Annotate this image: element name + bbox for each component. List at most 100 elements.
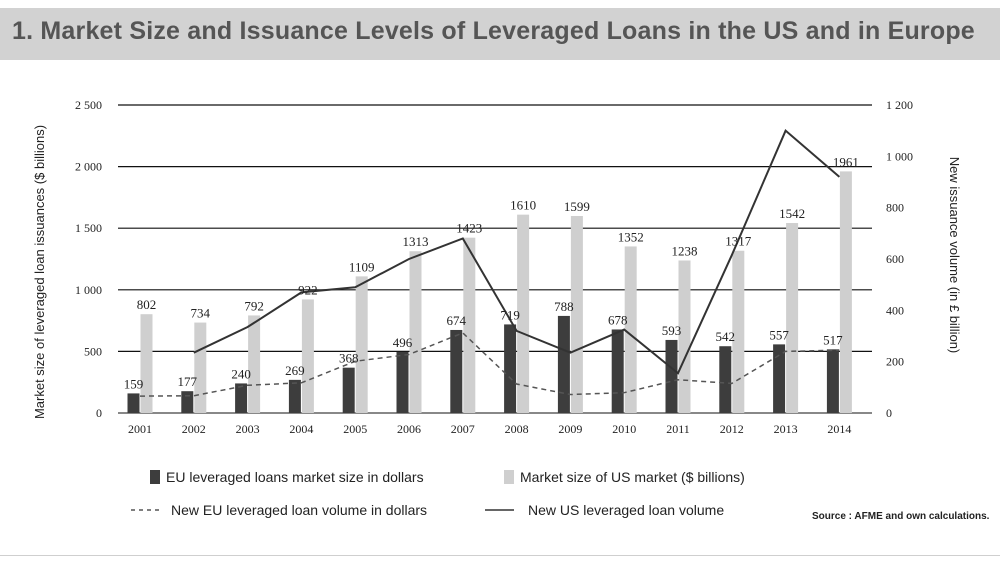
bar-eu-2009 bbox=[557, 315, 570, 413]
right-tick-label-400: 400 bbox=[886, 303, 904, 317]
data-label-eu-2007: 674 bbox=[447, 313, 467, 328]
data-label-us-2007: 1423 bbox=[456, 221, 482, 236]
x-tick-label-2010: 2010 bbox=[612, 422, 636, 436]
chart-title: 1. Market Size and Issuance Levels of Le… bbox=[12, 17, 975, 45]
x-tick-label-2007: 2007 bbox=[451, 422, 475, 436]
bar-us-2012 bbox=[732, 250, 745, 413]
legend-label-us-solid: New US leveraged loan volume bbox=[528, 502, 724, 518]
bar-eu-2010 bbox=[611, 329, 624, 413]
x-tick-label-2011: 2011 bbox=[666, 422, 690, 436]
bar-eu-2004 bbox=[288, 379, 301, 413]
bar-eu-2006 bbox=[396, 351, 409, 413]
bar-eu-2002 bbox=[181, 391, 194, 413]
right-tick-label-1200: 1 200 bbox=[886, 98, 913, 112]
bar-eu-2007 bbox=[450, 329, 463, 413]
bar-us-2009 bbox=[570, 216, 583, 413]
legend-label-us-bar: Market size of US market ($ billions) bbox=[520, 469, 745, 485]
left-tick-label-500: 500 bbox=[84, 344, 102, 358]
legend-label-eu-bar: EU leveraged loans market size in dollar… bbox=[166, 469, 424, 485]
bar-us-2007 bbox=[463, 237, 476, 413]
data-label-eu-2001: 159 bbox=[124, 376, 144, 391]
data-label-eu-2012: 542 bbox=[716, 329, 736, 344]
data-label-eu-2002: 177 bbox=[178, 374, 198, 389]
right-tick-label-0: 0 bbox=[886, 406, 892, 420]
bar-us-2013 bbox=[786, 223, 799, 413]
data-label-eu-2005: 368 bbox=[339, 351, 359, 366]
legend-swatch-eu-bar bbox=[150, 470, 160, 484]
lines bbox=[139, 129, 841, 397]
axes: 0 500 1 000 1 500 2 000 2 500 0 200 400 600 800 1 0… bbox=[75, 98, 913, 436]
bar-eu-2005 bbox=[342, 367, 355, 413]
data-label-eu-2008: 719 bbox=[500, 307, 520, 322]
data-label-us-2013: 1542 bbox=[779, 206, 805, 221]
bar-us-2005 bbox=[355, 276, 368, 413]
bar-eu-2003 bbox=[235, 383, 248, 413]
bar-eu-2014 bbox=[826, 349, 839, 413]
line-new-eu-leveraged-loan-volume-in-dollars bbox=[139, 332, 840, 397]
data-label-eu-2009: 788 bbox=[554, 299, 574, 314]
legend-label-eu-dashed: New EU leveraged loan volume in dollars bbox=[171, 502, 427, 518]
data-label-us-2009: 1599 bbox=[564, 199, 590, 214]
x-tick-label-2013: 2013 bbox=[774, 422, 798, 436]
data-label-us-2014: 1961 bbox=[833, 154, 859, 169]
data-label-eu-2010: 678 bbox=[608, 312, 628, 327]
left-tick-label-1500: 1 500 bbox=[75, 221, 102, 235]
title-bar: 1. Market Size and Issuance Levels of Le… bbox=[0, 8, 1000, 60]
bar-us-2002 bbox=[194, 322, 207, 413]
data-label-eu-2006: 496 bbox=[393, 335, 413, 350]
data-label-us-2004: 922 bbox=[298, 282, 318, 297]
left-tick-label-2000: 2 000 bbox=[75, 160, 102, 174]
bar-us-2006 bbox=[409, 251, 422, 413]
data-label-us-2008: 1610 bbox=[510, 198, 536, 213]
bar-us-2004 bbox=[301, 299, 314, 413]
x-tick-label-2008: 2008 bbox=[505, 422, 529, 436]
source-note: Source : AFME and own calculations. bbox=[812, 511, 990, 522]
bar-eu-2008 bbox=[504, 324, 517, 413]
left-tick-label-0: 0 bbox=[96, 406, 102, 420]
data-label-us-2011: 1238 bbox=[672, 243, 698, 258]
data-label-us-2005: 1109 bbox=[349, 259, 375, 274]
data-label-us-2002: 734 bbox=[191, 306, 211, 321]
x-tick-label-2001: 2001 bbox=[128, 422, 152, 436]
bar-eu-2013 bbox=[773, 344, 786, 413]
right-tick-label-1000: 1 000 bbox=[886, 149, 913, 163]
x-tick-label-2014: 2014 bbox=[827, 422, 851, 436]
left-tick-label-1000: 1 000 bbox=[75, 283, 102, 297]
bar-eu-2012 bbox=[719, 346, 732, 413]
x-tick-label-2009: 2009 bbox=[558, 422, 582, 436]
data-label-us-2001: 802 bbox=[137, 297, 157, 312]
right-tick-label-200: 200 bbox=[886, 355, 904, 369]
right-tick-label-800: 800 bbox=[886, 201, 904, 215]
data-label-us-2010: 1352 bbox=[618, 229, 644, 244]
right-axis-label: New issuance volume (in £ billion) bbox=[947, 157, 962, 354]
x-tick-label-2012: 2012 bbox=[720, 422, 744, 436]
data-labels: 159 177 240 269 368 496 674 719 788 678 593 542 557 5… bbox=[124, 154, 859, 391]
bar-eu-2001 bbox=[127, 393, 140, 413]
data-label-eu-2011: 593 bbox=[662, 323, 682, 338]
bar-us-2014 bbox=[839, 171, 852, 413]
bar-us-2008 bbox=[517, 214, 530, 413]
data-label-us-2006: 1313 bbox=[403, 234, 429, 249]
left-axis-label: Market size of leveraged loan issuances … bbox=[32, 125, 47, 419]
data-label-eu-2014: 517 bbox=[823, 332, 843, 347]
right-tick-label-600: 600 bbox=[886, 252, 904, 266]
left-tick-label-2500: 2 500 bbox=[75, 98, 102, 112]
x-tick-label-2002: 2002 bbox=[182, 422, 206, 436]
legend: EU leveraged loans market size in dollar… bbox=[131, 469, 745, 518]
data-label-eu-2004: 269 bbox=[285, 363, 305, 378]
x-tick-label-2003: 2003 bbox=[236, 422, 260, 436]
bars bbox=[127, 171, 852, 413]
bar-us-2001 bbox=[140, 314, 153, 413]
bar-eu-2011 bbox=[665, 339, 678, 413]
data-label-us-2012: 1317 bbox=[725, 234, 752, 249]
bar-us-2011 bbox=[678, 260, 691, 413]
bar-us-2003 bbox=[248, 315, 261, 413]
data-label-eu-2013: 557 bbox=[769, 327, 789, 342]
legend-swatch-us-bar bbox=[504, 470, 514, 484]
bar-us-2010 bbox=[624, 246, 637, 413]
data-label-us-2003: 792 bbox=[244, 298, 264, 313]
x-tick-label-2006: 2006 bbox=[397, 422, 421, 436]
data-label-eu-2003: 240 bbox=[231, 366, 251, 381]
x-tick-label-2005: 2005 bbox=[343, 422, 367, 436]
